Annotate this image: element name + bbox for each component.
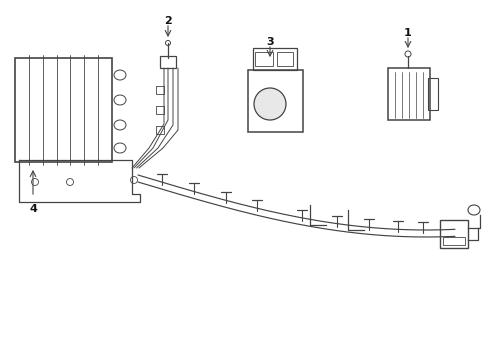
Bar — [15, 58, 112, 162]
Ellipse shape — [405, 51, 411, 57]
Bar — [443, 237, 465, 245]
Bar — [440, 220, 468, 248]
Text: 1: 1 — [404, 28, 412, 38]
Ellipse shape — [114, 143, 126, 153]
Bar — [156, 126, 164, 134]
Ellipse shape — [166, 41, 171, 45]
Text: 3: 3 — [266, 37, 274, 47]
Ellipse shape — [130, 176, 138, 184]
Bar — [253, 48, 297, 70]
Text: 4: 4 — [29, 204, 37, 214]
Bar — [388, 68, 430, 120]
Ellipse shape — [468, 205, 480, 215]
Bar — [428, 78, 438, 110]
Ellipse shape — [114, 120, 126, 130]
Ellipse shape — [31, 179, 39, 185]
Ellipse shape — [114, 70, 126, 80]
Bar — [248, 70, 303, 132]
Text: 2: 2 — [164, 16, 172, 26]
Bar — [255, 52, 273, 66]
Ellipse shape — [254, 88, 286, 120]
Ellipse shape — [67, 179, 74, 185]
Bar — [156, 106, 164, 114]
Ellipse shape — [114, 95, 126, 105]
Bar — [160, 56, 176, 68]
Bar — [277, 52, 293, 66]
Bar — [156, 86, 164, 94]
